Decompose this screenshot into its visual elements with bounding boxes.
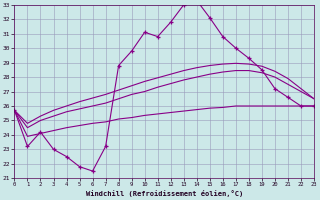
X-axis label: Windchill (Refroidissement éolien,°C): Windchill (Refroidissement éolien,°C)	[85, 190, 243, 197]
